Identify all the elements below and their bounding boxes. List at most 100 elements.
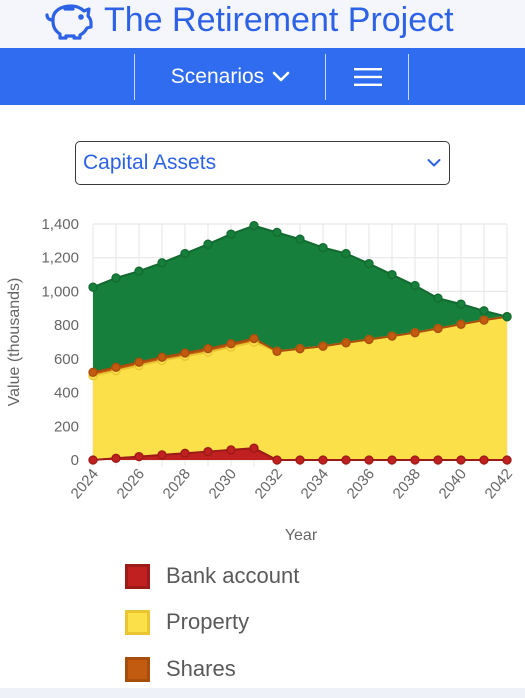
data-point xyxy=(410,455,420,465)
legend-item[interactable]: Bank account xyxy=(125,563,299,589)
x-tick-label: 2038 xyxy=(390,466,424,502)
data-point xyxy=(157,258,167,268)
data-point xyxy=(502,455,512,465)
data-point xyxy=(364,334,374,345)
data-point xyxy=(456,299,466,309)
asset-type-select-value: Capital Assets xyxy=(83,151,217,174)
data-point xyxy=(203,446,213,457)
data-point xyxy=(180,248,190,259)
x-tick-label: 2028 xyxy=(160,466,194,502)
legend-label: Bank account xyxy=(166,563,300,588)
data-point xyxy=(203,344,213,354)
legend-item[interactable]: Shares xyxy=(125,656,236,682)
data-point xyxy=(341,455,351,465)
data-point xyxy=(341,248,351,259)
data-point xyxy=(180,448,190,458)
hamburger-menu-icon xyxy=(353,67,382,86)
x-tick-label: 2026 xyxy=(114,466,148,502)
x-tick-label: 2032 xyxy=(252,466,286,502)
x-tick-label: 2024 xyxy=(68,466,102,502)
data-point xyxy=(387,331,397,341)
data-point xyxy=(318,455,328,465)
data-point xyxy=(433,455,443,465)
data-point xyxy=(111,362,121,372)
y-tick-label: 1,400 xyxy=(41,216,79,233)
legend-swatch xyxy=(125,609,150,635)
data-point xyxy=(387,269,397,280)
data-point xyxy=(249,443,259,453)
legend-label: Shares xyxy=(166,656,236,681)
piggy-bank-icon xyxy=(45,4,93,40)
series-area xyxy=(93,225,507,373)
data-point xyxy=(502,312,512,322)
menu-button[interactable] xyxy=(327,48,408,105)
series-area xyxy=(93,448,507,460)
x-tick-label: 2040 xyxy=(436,466,470,502)
data-point xyxy=(318,242,328,253)
data-point xyxy=(479,315,489,325)
data-point xyxy=(272,346,282,356)
y-axis-title: Value (thousands) xyxy=(6,278,23,407)
y-tick-label: 0 xyxy=(71,452,79,469)
chevron-down-icon xyxy=(272,71,290,81)
x-axis-title: Year xyxy=(285,527,318,544)
data-point xyxy=(226,229,236,239)
data-point xyxy=(433,293,443,303)
x-tick-label: 2036 xyxy=(344,466,378,502)
y-tick-label: 1,200 xyxy=(41,250,79,267)
data-point xyxy=(295,455,305,465)
data-point xyxy=(88,282,98,292)
y-tick-label: 400 xyxy=(54,385,79,402)
x-tick-label: 2030 xyxy=(206,466,240,502)
data-point xyxy=(88,367,98,377)
asset-type-select[interactable]: Capital Assets xyxy=(75,141,450,185)
legend-item[interactable]: Property xyxy=(125,609,249,635)
data-point xyxy=(157,352,167,362)
data-point xyxy=(134,266,144,276)
data-point xyxy=(295,234,305,244)
data-point xyxy=(433,323,443,334)
y-tick-label: 200 xyxy=(54,418,79,435)
data-point xyxy=(295,344,305,354)
data-point xyxy=(272,227,282,238)
x-tick-label: 2034 xyxy=(298,466,332,502)
navbar: Scenarios xyxy=(0,48,525,105)
data-point xyxy=(364,455,374,465)
data-point xyxy=(226,445,236,455)
data-point xyxy=(410,280,420,291)
y-tick-label: 1,000 xyxy=(41,283,79,300)
data-point xyxy=(456,319,466,329)
app-title: The Retirement Project xyxy=(104,1,454,39)
brand[interactable]: The Retirement Project xyxy=(44,0,454,40)
data-point xyxy=(226,339,236,349)
legend-swatch xyxy=(125,656,150,682)
data-point xyxy=(88,455,98,465)
data-point xyxy=(318,341,328,351)
x-tick-label: 2042 xyxy=(482,466,516,502)
capital-assets-chart: 0 200 400 600 800 1,000 1,200 1,400 2024 2026 2028… xyxy=(6,216,516,544)
data-point xyxy=(157,450,167,460)
data-point xyxy=(272,455,282,465)
data-point xyxy=(249,221,259,231)
data-point xyxy=(180,348,190,358)
footer-strip xyxy=(0,688,525,698)
nav-divider xyxy=(325,54,326,100)
legend-label: Property xyxy=(166,609,250,634)
scenarios-dropdown[interactable]: Scenarios xyxy=(136,48,325,105)
nav-divider xyxy=(408,54,409,100)
data-point xyxy=(111,273,121,283)
y-tick-label: 600 xyxy=(54,351,79,368)
scenarios-label: Scenarios xyxy=(170,64,265,88)
data-point xyxy=(479,306,489,316)
data-point xyxy=(203,239,213,249)
data-point xyxy=(134,451,144,462)
nav-divider xyxy=(134,54,135,100)
data-point xyxy=(249,333,259,344)
y-tick-label: 800 xyxy=(54,317,79,334)
app-header: The Retirement Project xyxy=(0,0,525,48)
data-point xyxy=(479,455,489,465)
data-point xyxy=(364,258,374,269)
data-point xyxy=(111,453,121,463)
data-point xyxy=(134,357,144,367)
legend-swatch xyxy=(125,563,150,589)
